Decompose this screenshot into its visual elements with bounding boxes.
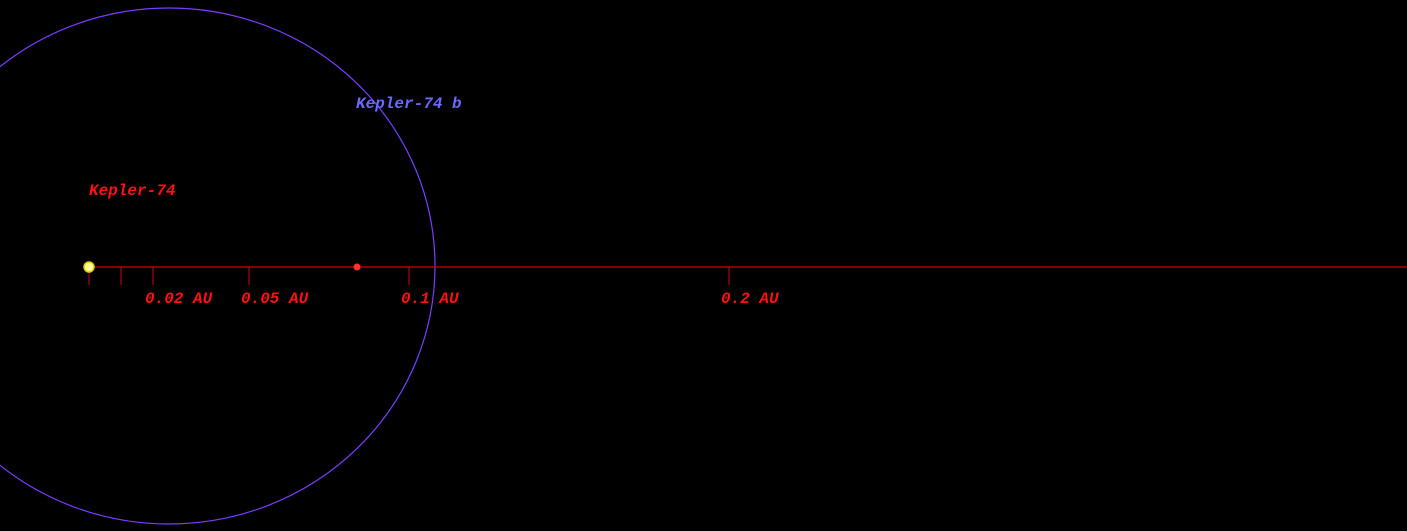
star bbox=[83, 261, 95, 273]
scale-tick-label: 0.2 AU bbox=[721, 290, 779, 308]
star-label: Kepler-74 bbox=[89, 182, 176, 200]
scale-tick-label: 0.05 AU bbox=[241, 290, 309, 308]
orbit bbox=[0, 7, 436, 525]
scale-tick-label: 0.1 AU bbox=[401, 290, 459, 308]
scale-ticks: 0.02 AU 0.05 AU 0.1 AU 0.2 AU bbox=[145, 267, 779, 308]
scale-tick-label: 0.02 AU bbox=[145, 290, 213, 308]
planet bbox=[353, 263, 361, 271]
planet-label: Kepler-74 b bbox=[356, 95, 462, 113]
